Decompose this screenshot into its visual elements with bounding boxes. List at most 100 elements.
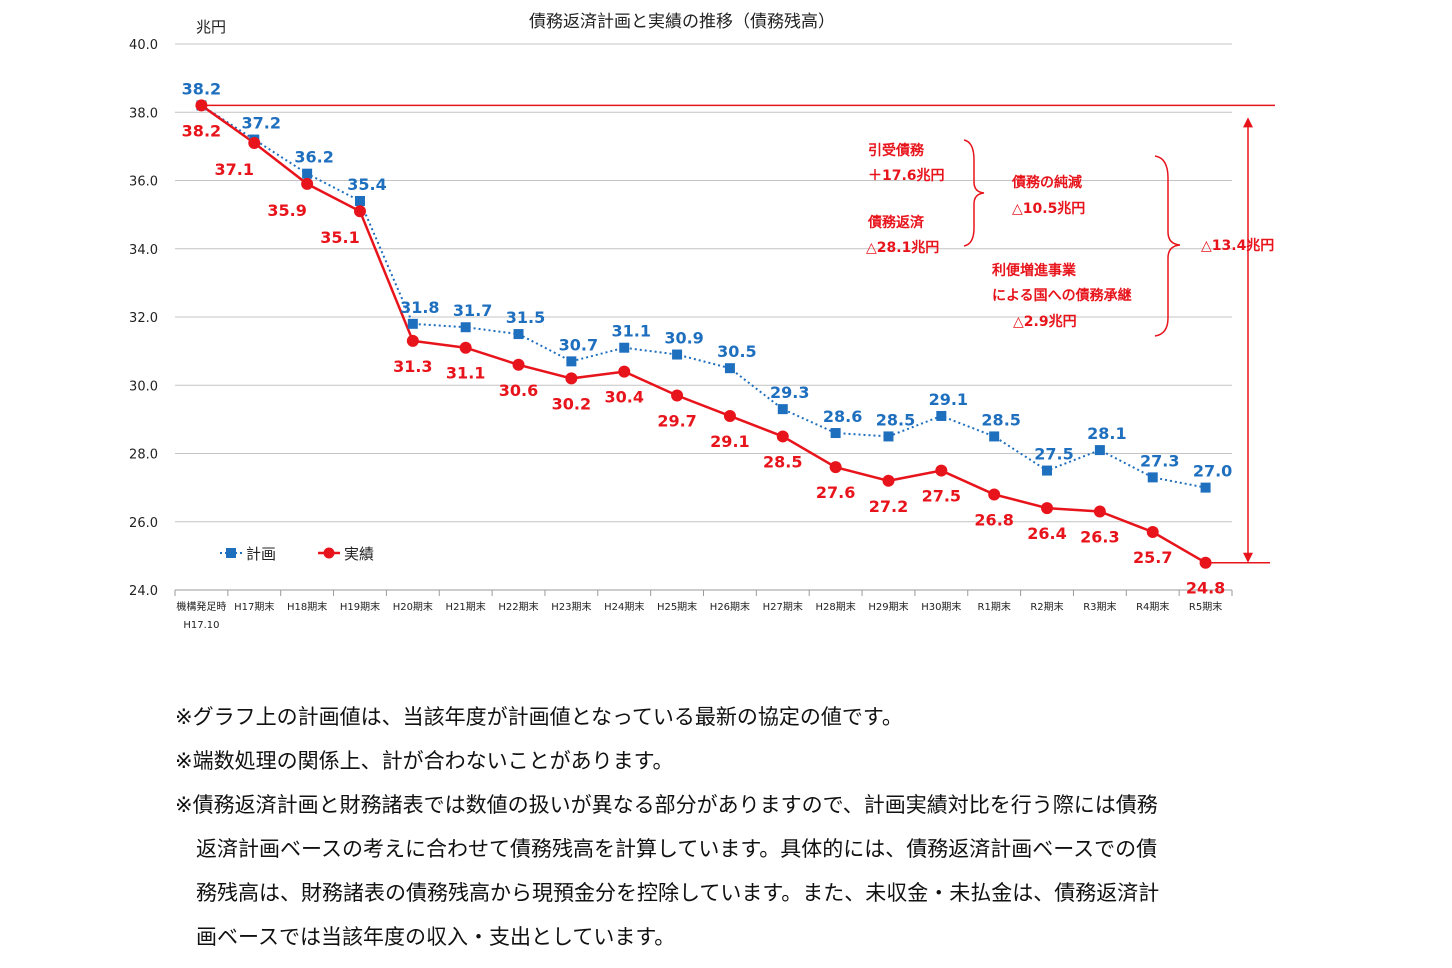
repaid-debt-value: △28.1兆円	[866, 240, 939, 256]
actual-point	[1093, 505, 1106, 518]
legend-actual-marker	[323, 547, 335, 559]
legend-plan-marker	[226, 548, 236, 558]
note-3-cont-3: 画ベースでは当該年度の収入・支出としています。	[196, 925, 676, 949]
actual-data-label: 27.5	[922, 487, 961, 506]
x-tick-label: H20期末	[393, 600, 433, 613]
x-tick-label: H17期末	[234, 600, 274, 613]
plan-data-label: 29.3	[770, 383, 809, 402]
actual-point	[935, 464, 948, 477]
plan-point	[1094, 445, 1105, 456]
plan-data-label: 38.2	[182, 79, 221, 98]
plan-data-label: 27.3	[1140, 451, 1179, 470]
actual-data-label: 27.2	[869, 497, 908, 516]
plan-data-label: 31.1	[611, 322, 650, 341]
plan-data-label: 31.7	[453, 301, 492, 320]
accepted-debt-value: ＋17.6兆円	[868, 168, 945, 184]
x-tick-label: 機構発足時	[176, 600, 226, 613]
y-tick-label: 26.0	[129, 516, 158, 531]
actual-data-label: 35.9	[267, 201, 306, 220]
plan-point	[460, 322, 471, 333]
x-tick-label: H29期末	[868, 600, 908, 613]
x-tick-label: H28期末	[816, 600, 856, 613]
legend-plan-label: 計画	[246, 545, 276, 563]
actual-data-label: 30.4	[604, 388, 643, 407]
actual-point	[406, 334, 419, 347]
net-reduction-value: △10.5兆円	[1012, 201, 1085, 217]
y-tick-label: 32.0	[129, 311, 158, 326]
x-tick-label: H25期末	[657, 600, 697, 613]
actual-point	[882, 474, 895, 487]
note-3-cont-1: 返済計画ベースの考えに合わせて債務残高を計算しています。具体的には、債務返済計画…	[196, 837, 1158, 861]
x-tick-label: R1期末	[978, 600, 1011, 613]
legend: 計画 実績	[220, 545, 374, 563]
plan-data-label: 28.5	[876, 410, 915, 429]
actual-point	[353, 205, 366, 218]
y-tick-label: 24.0	[129, 584, 158, 599]
actual-point	[829, 461, 842, 474]
actual-point	[1041, 502, 1054, 515]
brace-right	[1154, 155, 1181, 337]
net-reduction-label: 債務の純減	[1011, 174, 1082, 191]
actual-data-label: 26.3	[1080, 528, 1119, 547]
plan-data-label: 28.1	[1087, 424, 1126, 443]
x-tick-label: H30期末	[921, 600, 961, 613]
plan-data-label: 30.5	[717, 342, 756, 361]
actual-series-line	[200, 104, 1207, 564]
plan-data-label: 27.0	[1193, 462, 1232, 481]
x-tick-sublabel: H17.10	[183, 620, 219, 631]
plan-data-label: 35.4	[347, 175, 386, 194]
actual-data-label: 28.5	[763, 452, 802, 471]
x-tick-label: H23期末	[551, 600, 591, 613]
plan-data-label: 37.2	[242, 114, 281, 133]
transfer-label-2: による国への債務承継	[992, 287, 1132, 304]
actual-point	[1146, 525, 1159, 538]
total-arrow-head-up	[1243, 117, 1253, 128]
x-tick-label: H22期末	[498, 600, 538, 613]
data-labels: 38.2 37.2 36.2 35.4 31.8 31.7 31.5 30.7 31.1 30.9…	[182, 79, 1233, 597]
y-tick-label: 30.0	[129, 379, 158, 394]
plan-data-label: 31.5	[506, 308, 545, 327]
plan-point	[1147, 472, 1158, 483]
plan-point	[566, 356, 577, 367]
transfer-value: △2.9兆円	[1013, 314, 1077, 330]
brace-left	[963, 139, 985, 247]
actual-data-label: 26.4	[1027, 524, 1066, 543]
actual-data-label: 30.6	[499, 381, 538, 400]
x-tick-label: H18期末	[287, 600, 327, 613]
debt-chart: 債務返済計画と実績の推移（債務残高） 兆円 40.0 38.0 36.0 34.0 32…	[129, 12, 1275, 631]
plan-point	[354, 195, 365, 206]
plan-point	[1200, 482, 1211, 493]
y-tick-label: 34.0	[129, 243, 158, 258]
x-tick-label: R2期末	[1030, 600, 1063, 613]
plan-point	[672, 349, 683, 360]
actual-point	[195, 99, 208, 112]
actual-point	[988, 488, 1001, 501]
actual-point	[723, 409, 736, 422]
actual-data-label: 29.1	[710, 432, 749, 451]
annotations: 引受債務 ＋17.6兆円 債務返済 △28.1兆円 債務の純減 △10.5兆円 …	[866, 142, 1274, 330]
plan-data-label: 28.6	[823, 407, 862, 426]
note-1: ※グラフ上の計画値は、当該年度が計画値となっている最新の協定の値です。	[175, 705, 903, 729]
actual-data-label: 27.6	[816, 483, 855, 502]
plan-data-label: 27.5	[1034, 445, 1073, 464]
plan-point	[302, 168, 313, 179]
actual-data-label: 25.7	[1133, 548, 1172, 567]
chart-title: 債務返済計画と実績の推移（債務残高）	[529, 12, 835, 32]
y-tick-label: 36.0	[129, 175, 158, 190]
actual-data-label: 30.2	[552, 394, 591, 413]
actual-data-label: 38.2	[182, 121, 221, 140]
plan-point	[619, 342, 630, 353]
actual-data-label: 31.1	[446, 364, 485, 383]
annotation-lines	[201, 104, 1275, 564]
actual-point	[565, 372, 578, 385]
actual-data-label: 24.8	[1186, 579, 1225, 598]
series-layer	[195, 99, 1212, 569]
actual-point	[248, 136, 261, 149]
note-2: ※端数処理の関係上、計が合わないことがあります。	[175, 749, 674, 773]
actual-data-label: 31.3	[393, 357, 432, 376]
actual-point	[1199, 556, 1212, 569]
total-reduction-value: △13.4兆円	[1201, 238, 1274, 254]
actual-point	[459, 341, 472, 354]
plan-series-line	[200, 104, 1206, 489]
actual-point	[301, 177, 314, 190]
